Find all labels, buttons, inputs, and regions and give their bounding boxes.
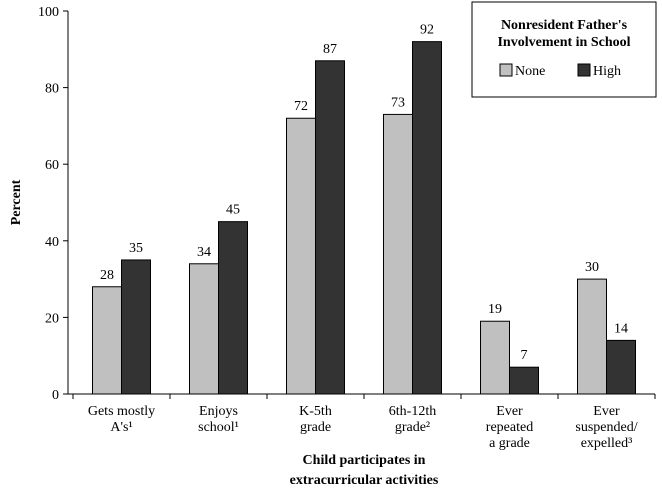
value-label: 87	[323, 42, 337, 57]
x-tick-label: Ever repeated a grade	[486, 404, 533, 451]
legend-label: None	[515, 64, 545, 79]
x-tick-label: K-5th grade	[299, 404, 332, 435]
bar	[480, 320, 510, 395]
legend-box	[471, 1, 657, 98]
y-tick-label: 80	[45, 82, 59, 97]
value-label: 45	[226, 203, 240, 218]
bar	[286, 117, 316, 395]
y-tick-label: 0	[52, 388, 59, 403]
bar	[509, 366, 539, 395]
legend-swatch	[577, 63, 591, 77]
value-label: 72	[294, 99, 308, 114]
bar	[218, 221, 248, 395]
bar	[92, 286, 122, 395]
value-label: 35	[129, 241, 143, 256]
y-tick-label: 100	[38, 5, 59, 20]
value-label: 30	[585, 260, 599, 275]
y-tick-label: 40	[45, 235, 59, 250]
legend-swatch	[499, 63, 513, 77]
x-tick-label: Enjoys school¹	[198, 404, 239, 435]
value-label: 92	[420, 23, 434, 38]
x-tick-label: Ever suspended/expelled³	[575, 404, 637, 451]
y-tick-label: 20	[45, 311, 59, 326]
legend-title: Nonresident Father's Involvement in Schoo…	[497, 18, 630, 50]
bar	[315, 60, 345, 395]
value-label: 28	[100, 268, 114, 283]
x-axis-label: Child participates in extracurricular act…	[290, 453, 439, 488]
bar	[383, 113, 413, 395]
value-label: 19	[488, 302, 502, 317]
x-tick-label: 6th-12th grade²	[389, 404, 436, 435]
bar	[606, 339, 636, 395]
value-label: 7	[521, 348, 528, 363]
y-tick-label: 60	[45, 158, 59, 173]
bar	[412, 41, 442, 395]
x-tick-label: Gets mostly A's¹	[88, 404, 155, 435]
value-label: 34	[197, 245, 211, 260]
value-label: 14	[614, 321, 628, 336]
bar	[577, 278, 607, 395]
legend-label: High	[593, 64, 621, 79]
bar	[189, 263, 219, 395]
value-label: 73	[391, 95, 405, 110]
y-axis-label: Percent	[9, 179, 24, 225]
bar	[121, 259, 151, 395]
